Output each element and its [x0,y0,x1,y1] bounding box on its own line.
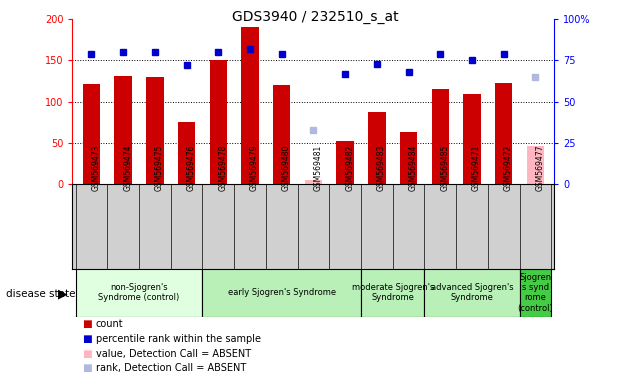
Bar [336,141,354,184]
Text: rank, Detection Call = ABSENT: rank, Detection Call = ABSENT [96,363,246,373]
Bar [495,83,512,184]
Bar [115,76,132,184]
Text: ■: ■ [82,349,91,359]
Bar [83,84,100,184]
Text: GSM569474: GSM569474 [123,145,132,191]
Bar [368,112,386,184]
Text: count: count [96,319,123,329]
Bar [425,269,520,317]
Text: GSM569481: GSM569481 [313,145,323,191]
Text: GDS3940 / 232510_s_at: GDS3940 / 232510_s_at [232,10,398,23]
Text: ■: ■ [82,334,91,344]
Bar [241,28,259,184]
Bar [305,180,322,184]
Text: GSM569472: GSM569472 [503,145,513,191]
Text: disease state: disease state [6,289,76,299]
Text: advanced Sjogren's
Syndrome: advanced Sjogren's Syndrome [431,283,513,303]
Text: percentile rank within the sample: percentile rank within the sample [96,334,261,344]
Bar [210,61,227,184]
Text: ■: ■ [82,319,91,329]
Bar [361,269,425,317]
Text: GSM569475: GSM569475 [155,145,164,191]
Text: GSM569471: GSM569471 [472,145,481,191]
Text: GSM569483: GSM569483 [377,145,386,191]
Bar [432,89,449,184]
Text: GSM569479: GSM569479 [250,145,259,191]
Text: GSM569477: GSM569477 [536,145,544,191]
Text: GSM569473: GSM569473 [91,145,100,191]
Text: non-Sjogren's
Syndrome (control): non-Sjogren's Syndrome (control) [98,283,180,303]
Bar [146,77,164,184]
Bar [273,85,290,184]
Bar [527,146,544,184]
Text: moderate Sjogren's
Syndrome: moderate Sjogren's Syndrome [352,283,434,303]
Text: ■: ■ [82,363,91,373]
Text: GSM569476: GSM569476 [186,145,195,191]
Bar [202,269,361,317]
Text: GSM569480: GSM569480 [282,145,290,191]
Bar [178,122,195,184]
Bar [520,269,551,317]
Text: GSM569485: GSM569485 [440,145,449,191]
Bar [400,132,417,184]
Text: value, Detection Call = ABSENT: value, Detection Call = ABSENT [96,349,251,359]
Text: ▶: ▶ [59,287,68,300]
Text: GSM569484: GSM569484 [408,145,418,191]
Text: early Sjogren's Syndrome: early Sjogren's Syndrome [227,288,336,297]
Text: GSM569482: GSM569482 [345,145,354,191]
Text: GSM569478: GSM569478 [219,145,227,191]
Text: Sjogren
s synd
rome
(control): Sjogren s synd rome (control) [517,273,553,313]
Bar [76,269,202,317]
Bar [463,94,481,184]
